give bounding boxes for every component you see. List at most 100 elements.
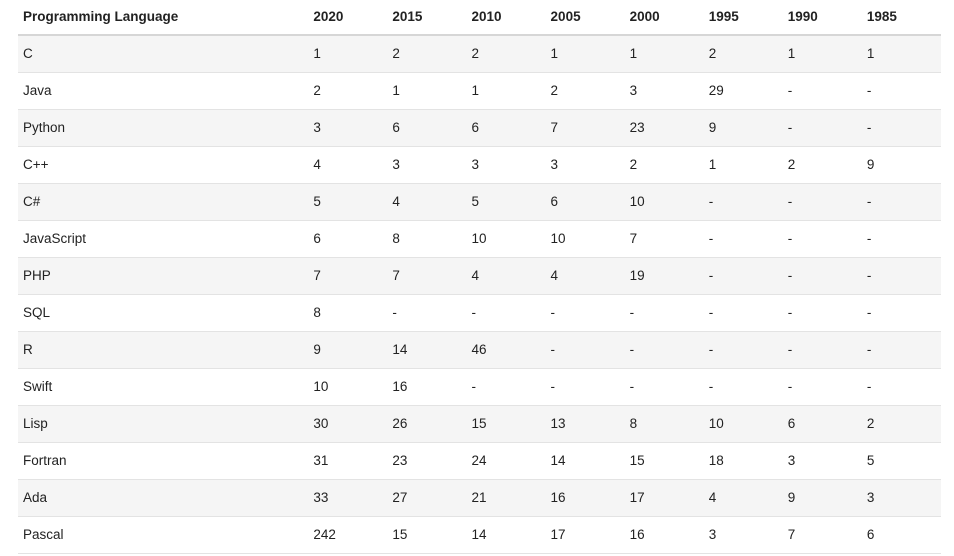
cell-rank: 2 xyxy=(466,35,546,73)
cell-rank: 33 xyxy=(308,479,388,517)
cell-rank: 5 xyxy=(466,183,546,221)
cell-language: Fortran xyxy=(18,442,309,480)
cell-rank: 14 xyxy=(466,516,546,554)
cell-rank: 10 xyxy=(308,368,388,406)
cell-rank: 1 xyxy=(861,35,941,73)
cell-rank: 4 xyxy=(308,146,388,184)
cell-rank: 13 xyxy=(545,405,625,443)
table-row-sql: SQL 8- - - - - - - xyxy=(18,294,941,332)
table-row-c: C++ 4 3 3 3 2 1 2 9 xyxy=(18,146,941,184)
table-row-lisp: Lisp 30 26 15 13 8 10 6 2 xyxy=(18,405,941,443)
cell-rank: - xyxy=(861,331,941,369)
cell-rank: 17 xyxy=(624,479,704,517)
cell-rank: - xyxy=(624,294,704,332)
cell-rank: 1 xyxy=(466,72,546,110)
column-header-1990: 1990 xyxy=(782,0,862,36)
cell-rank: 3 xyxy=(466,146,546,184)
cell-rank: 3 xyxy=(308,109,388,147)
cell-language: Lisp xyxy=(18,405,309,443)
cell-rank: - xyxy=(545,331,625,369)
cell-rank: - xyxy=(782,368,862,406)
cell-rank: 9 xyxy=(782,479,862,517)
cell-rank: 17 xyxy=(545,516,625,554)
cell-rank: 16 xyxy=(387,368,467,406)
cell-rank: 14 xyxy=(387,331,467,369)
cell-rank: - xyxy=(624,331,704,369)
cell-rank: 9 xyxy=(861,146,941,184)
cell-rank: 2 xyxy=(624,146,704,184)
cell-rank: 1 xyxy=(782,35,862,73)
table-row-php: PHP 7 7 4 4 19- - - xyxy=(18,257,941,295)
cell-language: Ada xyxy=(18,479,309,517)
cell-rank: 6 xyxy=(387,109,467,147)
cell-rank: 3 xyxy=(545,146,625,184)
cell-rank: - xyxy=(703,183,783,221)
rankings-table: Programming Language 2020 2015 2010 2005 2000… xyxy=(18,0,941,554)
cell-rank: 23 xyxy=(387,442,467,480)
cell-rank: 15 xyxy=(387,516,467,554)
cell-rank: 6 xyxy=(782,405,862,443)
cell-rank: 10 xyxy=(545,220,625,258)
cell-rank: 7 xyxy=(624,220,704,258)
cell-rank: - xyxy=(545,294,625,332)
cell-rank: 4 xyxy=(387,183,467,221)
cell-rank: 1 xyxy=(703,146,783,184)
cell-rank: 242 xyxy=(308,516,388,554)
cell-language: JavaScript xyxy=(18,220,309,258)
cell-language: C# xyxy=(18,183,309,221)
cell-rank: 16 xyxy=(624,516,704,554)
cell-rank: 27 xyxy=(387,479,467,517)
cell-rank: 4 xyxy=(545,257,625,295)
cell-rank: - xyxy=(624,368,704,406)
cell-rank: - xyxy=(782,72,862,110)
cell-rank: - xyxy=(466,294,546,332)
cell-rank: - xyxy=(861,368,941,406)
cell-rank: 4 xyxy=(466,257,546,295)
cell-rank: 5 xyxy=(861,442,941,480)
cell-rank: 6 xyxy=(545,183,625,221)
cell-rank: 1 xyxy=(308,35,388,73)
cell-rank: 3 xyxy=(624,72,704,110)
column-header-2020: 2020 xyxy=(308,0,388,36)
cell-rank: - xyxy=(861,109,941,147)
cell-rank: - xyxy=(861,72,941,110)
cell-rank: 9 xyxy=(308,331,388,369)
cell-rank: - xyxy=(782,257,862,295)
cell-rank: - xyxy=(703,368,783,406)
cell-rank: - xyxy=(387,294,467,332)
cell-rank: 7 xyxy=(545,109,625,147)
cell-rank: 29 xyxy=(703,72,783,110)
table-row-java: Java 2 1 1 2 3 29- - xyxy=(18,72,941,110)
table-row-python: Python 3 6 6 7 23 9- - xyxy=(18,109,941,147)
cell-rank: 10 xyxy=(466,220,546,258)
cell-rank: - xyxy=(466,368,546,406)
cell-rank: 5 xyxy=(308,183,388,221)
cell-rank: 3 xyxy=(387,146,467,184)
cell-rank: - xyxy=(861,183,941,221)
cell-rank: 15 xyxy=(466,405,546,443)
cell-rank: 10 xyxy=(624,183,704,221)
cell-rank: 8 xyxy=(308,294,388,332)
cell-rank: - xyxy=(861,257,941,295)
cell-language: Pascal xyxy=(18,516,309,554)
cell-rank: 3 xyxy=(861,479,941,517)
column-header-1995: 1995 xyxy=(703,0,783,36)
cell-rank: 2 xyxy=(703,35,783,73)
cell-rank: 30 xyxy=(308,405,388,443)
cell-rank: 8 xyxy=(387,220,467,258)
cell-rank: 26 xyxy=(387,405,467,443)
cell-rank: 2 xyxy=(308,72,388,110)
cell-rank: 2 xyxy=(782,146,862,184)
cell-rank: 4 xyxy=(703,479,783,517)
cell-rank: 23 xyxy=(624,109,704,147)
cell-rank: 2 xyxy=(861,405,941,443)
table-row-c: C# 5 4 5 6 10- - - xyxy=(18,183,941,221)
cell-language: Python xyxy=(18,109,309,147)
cell-language: PHP xyxy=(18,257,309,295)
cell-rank: - xyxy=(703,294,783,332)
cell-rank: 7 xyxy=(308,257,388,295)
cell-rank: 3 xyxy=(782,442,862,480)
cell-rank: 46 xyxy=(466,331,546,369)
